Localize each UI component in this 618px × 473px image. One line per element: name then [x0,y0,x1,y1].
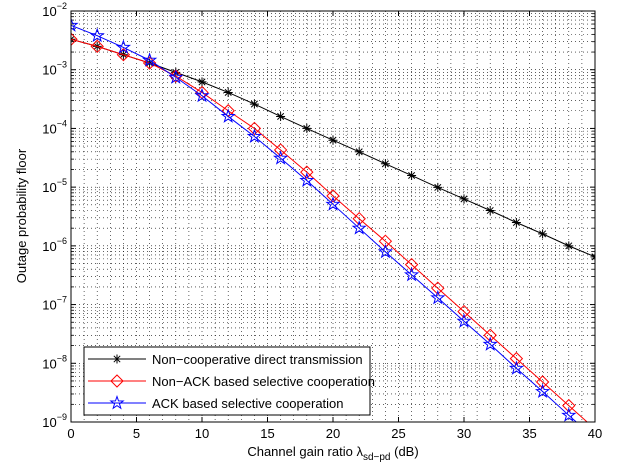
data-point [246,128,263,143]
data-point [71,17,79,32]
data-point [276,111,286,121]
data-point [273,143,288,157]
y-tick-label: 10−2 [42,1,67,19]
data-point [194,87,210,103]
data-point [430,289,446,305]
data-point [326,189,340,203]
data-point [325,196,341,211]
x-tick-label: 10 [195,426,209,441]
data-point [404,257,419,272]
legend: Non−cooperative direct transmission Non−A… [83,346,375,416]
data-point [300,165,314,179]
data-point [112,354,122,364]
y-tick-label: 10−4 [42,118,67,136]
y-tick-label: 10−7 [42,295,67,313]
data-point [407,170,417,180]
data-point [141,52,158,67]
data-point [168,69,184,84]
data-point [169,69,183,83]
y-tick-label: 10−5 [42,177,67,195]
data-point [534,383,551,399]
data-point [380,159,390,169]
x-tick-label: 40 [588,426,602,441]
data-point [459,194,469,204]
data-point [431,281,445,295]
data-point [403,266,420,282]
data-point [508,360,525,375]
data-point [511,217,521,227]
x-tick-label: 15 [260,426,274,441]
data-point [378,234,393,248]
x-tick-label: 5 [133,426,140,441]
series-line [71,24,578,422]
data-point [456,313,472,328]
data-point [247,121,262,136]
y-axis-label: Outage probability floor [14,148,29,283]
data-point [564,241,574,251]
data-point [351,220,367,235]
data-point [223,87,233,97]
data-point [352,212,366,226]
data-point [110,374,124,388]
grid [71,10,595,422]
data-point [483,328,497,342]
data-point [90,39,104,54]
legend-label: Non−ACK based selective cooperation [152,374,375,389]
data-point [299,172,315,187]
data-point [272,150,289,165]
data-point [377,243,394,259]
legend-label: Non−cooperative direct transmission [152,352,363,367]
legend-label: ACK based selective cooperation [152,396,344,411]
data-point [220,108,236,123]
y-tick-label: 10−8 [42,353,67,371]
data-point [197,77,207,87]
data-point [302,123,312,133]
data-point [249,99,259,109]
data-point [509,351,524,366]
data-series [71,17,595,422]
data-point [535,375,550,389]
data-point [328,135,338,145]
data-point [485,206,495,216]
data-point [89,27,105,43]
data-point [142,56,157,70]
data-point [115,39,132,54]
series-line [71,38,588,422]
plot-frame [70,10,596,423]
data-point [109,394,125,410]
y-tick-label: 10−3 [42,60,67,78]
y-tick-label: 10−9 [42,412,67,430]
y-tick-label: 10−6 [42,236,67,254]
x-tick-label: 30 [457,426,471,441]
data-point [482,336,498,351]
series-3 [71,17,578,422]
data-point [562,398,576,413]
tick-labels: 0 5 10 15 20 25 30 35 40 10−9 10−8 10−7 10−6 10−5 10−4… [42,1,602,441]
x-tick-label: 25 [391,426,405,441]
x-tick-label: 20 [326,426,340,441]
data-point [561,407,577,422]
x-tick-label: 35 [522,426,536,441]
data-point [71,32,78,46]
x-tick-label: 0 [67,426,74,441]
x-axis-label: Channel gain ratio λsd−pd (dB) [247,444,418,463]
data-point [457,304,471,319]
data-point [433,182,443,192]
data-point [354,147,364,157]
data-point [538,229,548,239]
